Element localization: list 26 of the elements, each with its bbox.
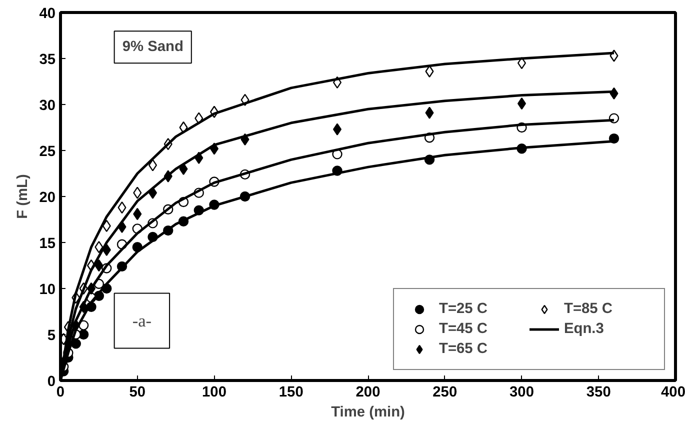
y-tick-label: 0 [47, 374, 56, 390]
x-tick-label: 50 [129, 384, 146, 400]
legend-label: T=65 C [439, 341, 488, 357]
y-tick-label: 25 [39, 144, 56, 160]
x-tick-label: 250 [432, 384, 458, 400]
x-tick-label: 200 [356, 384, 380, 400]
y-tick-label: 15 [39, 236, 56, 252]
annotation: -a- [132, 311, 152, 330]
y-tick-label: 35 [39, 52, 56, 68]
y-axis-title: F (mL) [15, 174, 32, 219]
y-tick-label: 30 [39, 98, 56, 114]
x-tick-label: 400 [661, 384, 685, 400]
x-axis-title: Time (min) [331, 404, 406, 420]
annotation: 9% Sand [122, 39, 184, 56]
y-tick-label: 10 [39, 282, 56, 298]
x-tick-label: 100 [202, 384, 226, 400]
y-tick-label: 5 [47, 328, 56, 344]
legend-label: T=25 C [439, 301, 488, 317]
y-tick-label: 20 [39, 190, 56, 206]
legend-label: T=85 C [564, 301, 614, 317]
legend-label: T=45 C [439, 321, 488, 337]
x-tick-label: 350 [586, 384, 611, 400]
y-tick-label: 40 [39, 6, 56, 22]
legend-label: Eqn.3 [564, 321, 605, 337]
x-tick-label: 150 [278, 384, 304, 400]
x-tick-label: 300 [510, 384, 534, 400]
